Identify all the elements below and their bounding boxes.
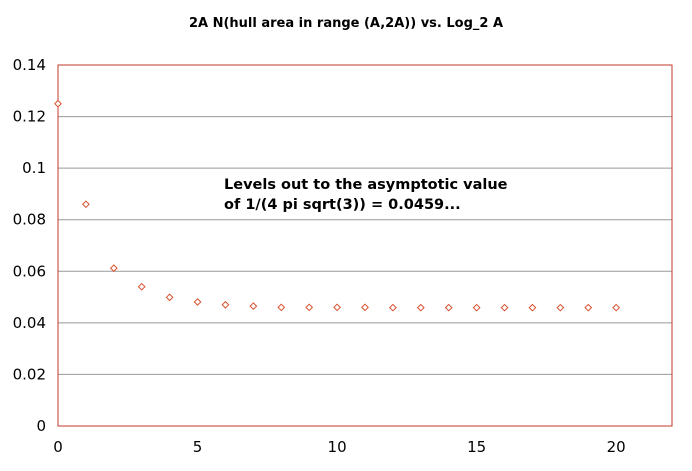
- data-point-19: [584, 303, 593, 312]
- x-axis-tick-labels: 0 5 10 15 20: [53, 438, 626, 456]
- data-point-16: [500, 303, 509, 312]
- data-point-13: [416, 303, 425, 312]
- data-point-15: [472, 303, 481, 312]
- data-point-11: [361, 303, 369, 312]
- chart-title: 2A N(hull area in range (A,2A)) vs. Log_…: [189, 16, 503, 31]
- data-point-8: [277, 303, 286, 312]
- data-point-18: [556, 303, 565, 312]
- y-tick-label-3: 0.06: [13, 262, 46, 280]
- data-point-10: [333, 303, 341, 312]
- data-point-3: [137, 282, 146, 291]
- gridlines: [58, 116, 672, 375]
- x-tick-label-0: 0: [53, 438, 63, 456]
- data-point-1: [82, 200, 90, 209]
- y-tick-label-4: 0.08: [13, 211, 46, 229]
- data-point-12: [389, 303, 397, 312]
- data-point-0: [54, 99, 62, 108]
- data-point-4: [165, 293, 174, 302]
- data-point-14: [444, 303, 453, 312]
- data-point-17: [528, 303, 537, 312]
- plot-area-border: [57, 64, 673, 427]
- data-point-7: [249, 302, 258, 311]
- y-tick-label-6: 0.12: [13, 108, 46, 126]
- x-tick-label-4: 20: [607, 438, 626, 456]
- x-tick-label-1: 5: [193, 438, 203, 456]
- data-points: [54, 99, 621, 312]
- x-tick-label-3: 15: [467, 438, 486, 456]
- y-tick-label-7: 0.14: [13, 56, 46, 74]
- y-axis-tick-labels: 0 0.02 0.04 0.06 0.08 0.1 0.12 0.14: [13, 56, 46, 435]
- annotation-line-2: of 1/(4 pi sqrt(3)) = 0.0459...: [224, 197, 461, 213]
- y-tick-label-0: 0: [36, 417, 46, 435]
- y-tick-label-1: 0.02: [13, 365, 46, 383]
- data-point-20: [612, 303, 621, 312]
- data-point-6: [221, 300, 230, 309]
- y-tick-label-2: 0.04: [13, 314, 46, 332]
- annotation-line-1: Levels out to the asymptotic value: [224, 177, 508, 193]
- data-point-5: [193, 298, 202, 306]
- data-point-9: [305, 303, 314, 312]
- y-tick-label-5: 0.1: [22, 159, 46, 177]
- x-tick-label-2: 10: [328, 438, 347, 456]
- data-point-2: [109, 264, 118, 273]
